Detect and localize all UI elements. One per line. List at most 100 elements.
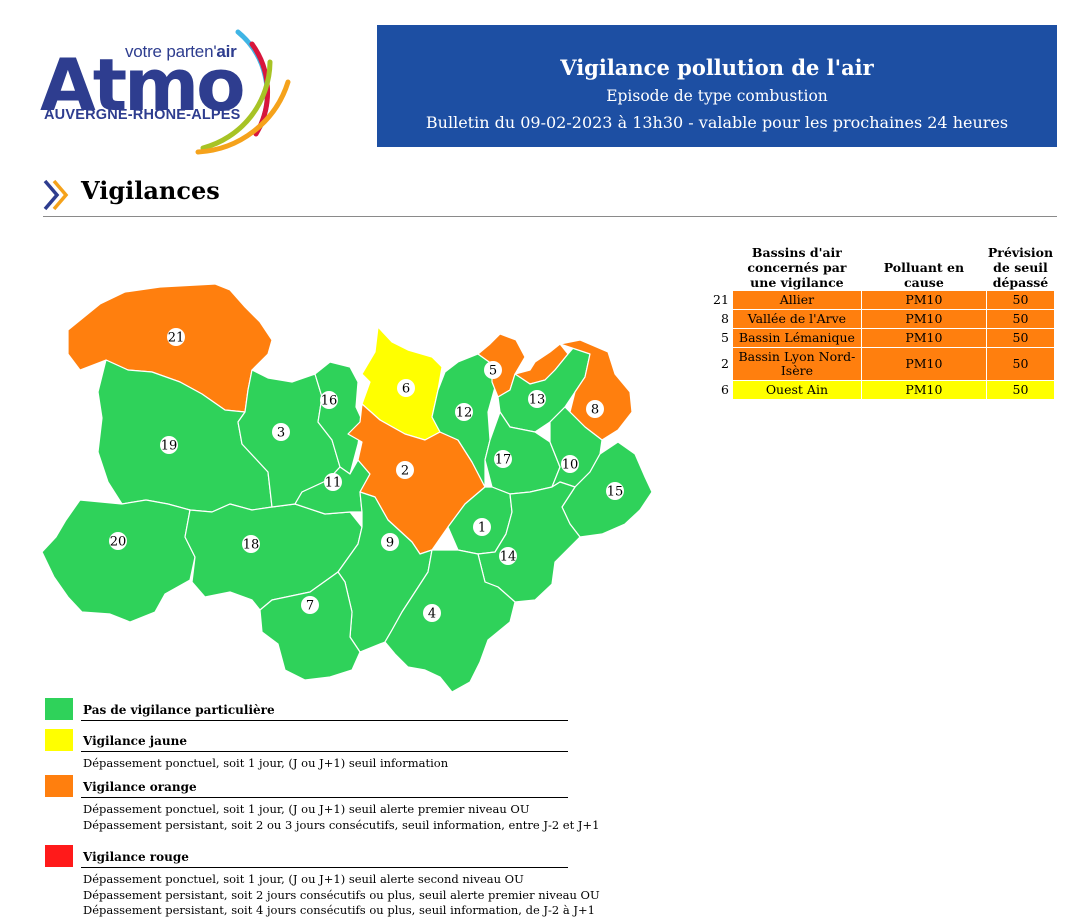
cell-polluant: PM10 — [861, 310, 986, 328]
atmo-logo: votre parten'air Atmo AUVERGNE-RHÔNE-ALP… — [38, 22, 308, 157]
zone-label: 18 — [243, 538, 260, 553]
zone-label: 14 — [500, 550, 517, 565]
zone-16[interactable] — [314, 361, 363, 475]
cell-seuil: 50 — [986, 329, 1055, 347]
cell-seuil: 50 — [986, 310, 1055, 328]
zone-label-bg — [109, 532, 127, 550]
table-row: 2 Bassin Lyon Nord-Isère PM10 50 — [711, 348, 1055, 380]
cell-bassin: Bassin Lémanique — [732, 329, 861, 347]
zone-label-bg — [167, 328, 185, 346]
zone-label-bg — [473, 518, 491, 536]
table-header-num — [711, 245, 732, 290]
legend-description: Dépassement persistant, soit 2 jours con… — [83, 887, 600, 902]
zone-label-bg — [484, 361, 502, 379]
zone-label-bg — [455, 403, 473, 421]
section-vigilances: Vigilances — [43, 176, 1057, 217]
episode-type: Episode de type combustion — [606, 87, 828, 105]
zone-label-bg — [561, 455, 579, 473]
cell-seuil: 50 — [986, 291, 1055, 309]
zone-label-bg — [528, 390, 546, 408]
bulletin-date: Bulletin du 09-02-2023 à 13h30 - valable… — [425, 113, 1009, 132]
logo-arcs-icon — [195, 29, 291, 155]
zone-label-bg — [494, 450, 512, 468]
zone-8[interactable] — [559, 339, 633, 441]
page-title: Vigilance pollution de l'air — [560, 55, 874, 80]
table-row: 6 Ouest Ain PM10 50 — [711, 381, 1055, 399]
cell-num: 5 — [711, 329, 732, 347]
cell-num: 6 — [711, 381, 732, 399]
zone-label: 4 — [428, 607, 436, 622]
zone-label-bg — [320, 391, 338, 409]
zone-label: 16 — [321, 394, 338, 409]
cell-seuil: 50 — [986, 348, 1055, 380]
legend-title: Vigilance rouge — [83, 850, 189, 864]
zone-4[interactable] — [384, 549, 516, 693]
zone-label: 10 — [562, 458, 579, 473]
legend-title: Vigilance orange — [83, 780, 197, 794]
zone-label: 5 — [489, 364, 497, 379]
cell-seuil: 50 — [986, 381, 1055, 399]
legend-divider — [81, 797, 568, 798]
cell-num: 8 — [711, 310, 732, 328]
legend-swatch — [45, 775, 73, 797]
cell-polluant: PM10 — [861, 291, 986, 309]
zone-label-bg — [586, 400, 604, 418]
table-row: 8 Vallée de l'Arve PM10 50 — [711, 310, 1055, 328]
legend-description: Dépassement persistant, soit 2 ou 3 jour… — [83, 817, 600, 832]
zone-label: 11 — [325, 476, 342, 491]
legend-description: Dépassement ponctuel, soit 1 jour, (J ou… — [83, 756, 449, 770]
zone-label: 15 — [607, 485, 624, 500]
table-header-seuil: Prévision de seuil dépassé — [987, 245, 1054, 290]
cell-bassin: Allier — [732, 291, 861, 309]
zone-label-bg — [606, 482, 624, 500]
section-title: Vigilances — [81, 176, 220, 205]
table-header-bassin: Bassins d'air concernés par une vigilanc… — [747, 245, 847, 290]
legend-swatch — [45, 698, 73, 720]
zone-label: 3 — [277, 426, 285, 441]
logo-wordmark: Atmo — [40, 43, 246, 127]
table-header-row: Bassins d'air concernés par une vigilanc… — [711, 245, 1054, 290]
zone-label-bg — [381, 533, 399, 551]
zone-label-bg — [396, 461, 414, 479]
cell-bassin: Ouest Ain — [732, 381, 861, 399]
zone-label: 6 — [402, 382, 410, 397]
vigilance-table: Bassins d'air concernés par une vigilanc… — [710, 244, 1055, 400]
zone-label-bg — [397, 379, 415, 397]
bulletin-header: Vigilance pollution de l'air Episode de … — [377, 25, 1057, 147]
zone-label-bg — [499, 547, 517, 565]
zone-14[interactable] — [477, 481, 581, 603]
legend-description: Dépassement ponctuel, soit 1 jour, (J ou… — [83, 872, 524, 886]
legend-swatch — [45, 729, 73, 751]
logo-region: AUVERGNE-RHÔNE-ALPES — [44, 107, 241, 123]
table-row: 5 Bassin Lémanique PM10 50 — [711, 329, 1055, 347]
double-chevron-icon — [43, 179, 69, 211]
zone-7[interactable] — [259, 571, 361, 681]
region-map: 21 19 20 18 3 16 11 6 2 12 5 13 8 17 10 15 1 14 9 7 4 — [41, 283, 653, 693]
legend-divider — [81, 867, 568, 868]
zone-label: 12 — [456, 406, 473, 421]
zone-label: 21 — [168, 331, 185, 346]
zone-label-bg — [272, 423, 290, 441]
zone-label: 17 — [495, 453, 512, 468]
zone-label: 7 — [306, 599, 314, 614]
zone-label: 9 — [386, 536, 394, 551]
table-header-polluant: Polluant en cause — [883, 260, 965, 290]
legend-divider — [81, 720, 568, 721]
cell-polluant: PM10 — [861, 348, 986, 380]
zone-label: 19 — [161, 439, 178, 454]
table-row: 21 Allier PM10 50 — [711, 291, 1055, 309]
zone-label-bg — [423, 604, 441, 622]
cell-bassin: Bassin Lyon Nord-Isère — [732, 348, 861, 380]
legend-description: Dépassement ponctuel, soit 1 jour, (J ou… — [83, 802, 530, 816]
legend-divider — [81, 751, 568, 752]
cell-bassin: Vallée de l'Arve — [732, 310, 861, 328]
zone-label-bg — [242, 535, 260, 553]
zone-label: 1 — [478, 521, 486, 536]
zone-label-bg — [160, 436, 178, 454]
legend-title: Vigilance jaune — [83, 734, 187, 748]
legend-swatch — [45, 845, 73, 867]
zone-20[interactable] — [41, 499, 196, 623]
cell-polluant: PM10 — [861, 329, 986, 347]
legend-title: Pas de vigilance particulière — [83, 703, 275, 717]
cell-num: 21 — [711, 291, 732, 309]
